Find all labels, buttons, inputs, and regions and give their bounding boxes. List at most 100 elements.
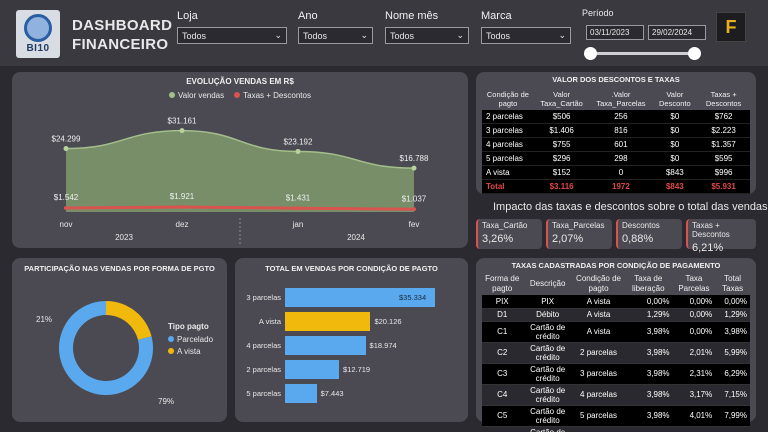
column-header[interactable]: Descrição [529,279,566,288]
table-row[interactable]: C3 Cartão de crédito 3 parcelas 3,98% 2,31% 6… [482,363,750,385]
pie-legend-title: Tipo pagto [168,322,209,331]
year-label: 2023 [115,233,133,242]
bar-value-label: $12.719 [342,365,371,374]
bar[interactable] [285,288,435,307]
bar-row[interactable]: A vista $20.126 [239,312,449,331]
slider-end-handle[interactable] [688,47,701,60]
table-cell: $0 [652,110,698,124]
bar-row[interactable]: 5 parcelas $7.443 [239,384,449,403]
column-header[interactable]: Condição de pagto [486,90,529,108]
period-end-value: 29/02/2024 [652,28,693,37]
column-header[interactable]: Forma de pagto [485,274,520,293]
sales-data-label: $24.299 [52,135,81,144]
chevron-down-icon: ⌄ [274,30,282,40]
column-header[interactable]: Taxas + Descontos [705,90,742,108]
table-cell: C1 [482,321,523,343]
bar[interactable] [285,312,371,331]
table-cell: 4 parcelas [482,137,534,152]
table-cell: 8,79% [715,426,750,432]
bar-value-label: $20.126 [374,317,402,326]
kpi-taxa-cartao: Taxa_Cartão 3,26% [476,219,542,249]
table-row[interactable]: 4 parcelas $755 601 $0 $1.357 [482,137,750,152]
payment-donut-chart: 79% 21% [36,301,174,406]
table-cell: 7,15% [715,384,750,406]
filter-mes: Nome mês Todos ⌄ [385,10,469,44]
table-row[interactable]: 2 parcelas $506 256 $0 $762 [482,110,750,124]
fees-data-label: $1.542 [54,193,79,202]
legend-label-sales: Valor vendas [178,91,225,100]
bar-row[interactable]: 2 parcelas $12.719 [239,360,449,379]
brand-f-icon[interactable]: F [716,12,746,42]
column-header[interactable]: Condição de pagto [576,274,621,293]
slider-start-handle[interactable] [584,47,597,60]
kpi-label: Taxa_Parcelas [552,221,605,230]
column-header[interactable]: Taxa de liberação [632,274,665,293]
filter-ano-value: Todos [303,30,328,41]
donut-slice-parcelado [59,301,153,395]
table-row[interactable]: PIX PIX A vista 0,00% 0,00% 0,00% [482,295,750,309]
table-cell: 5 parcelas [482,151,534,166]
x-tick-label: fev [409,220,420,229]
filter-marca-select[interactable]: Todos ⌄ [481,27,571,44]
filter-marca-label: Marca [481,10,512,22]
filter-loja: Loja Todos ⌄ [177,10,287,44]
table-row[interactable]: 3 parcelas $1.406 816 $0 $2.223 [482,123,750,138]
table-row[interactable]: 5 parcelas $296 298 $0 $595 [482,151,750,166]
table-cell: C3 [482,363,523,385]
kpi-descontos: Descontos 0,88% [616,219,682,249]
column-header[interactable]: Taxa Parcelas [678,274,710,293]
filter-loja-select[interactable]: Todos ⌄ [177,27,287,44]
bar[interactable] [285,336,366,355]
table-cell: $1.357 [697,137,750,152]
sales-data-label: $16.788 [400,154,429,163]
bar[interactable] [285,384,317,403]
kpi-taxas-descontos: Taxas + Descontos 6,21% [686,219,756,254]
legend-dot-parcelado [168,336,174,342]
chevron-down-icon: ⌄ [456,30,464,40]
discounts-table-panel: VALOR DOS DESCONTOS E TAXAS Condição de … [476,72,756,194]
table-row[interactable]: A vista $152 0 $843 $996 [482,165,750,180]
bar-row[interactable]: 4 parcelas $18.974 [239,336,449,355]
table-cell: 256 [589,110,653,124]
kpi-value: 2,07% [552,233,584,245]
column-header[interactable]: Valor Desconto [658,90,691,108]
table-row[interactable]: C6Cartão de crédito6 parcelas3,98%4,81%8… [482,426,750,432]
period-end-input[interactable]: 29/02/2024 [648,25,706,40]
sales-chart-legend: Valor vendas Taxas + Descontos [12,91,468,100]
column-header[interactable]: Valor Taxa_Cartão [540,90,583,108]
legend-dot-fees [234,92,241,98]
column-header[interactable]: .Valor Taxa_Parcelas [596,90,646,108]
period-slider[interactable] [584,47,701,60]
table-row[interactable]: D1 Débito A vista 1,29% 0,00% 1,29% [482,308,750,322]
rates-table-panel: TAXAS CADASTRADAS POR CONDIÇÃO DE PAGAME… [476,258,756,432]
filter-ano-select[interactable]: Todos ⌄ [298,27,373,44]
column-header[interactable]: Total Taxas [722,274,744,293]
table-cell: 816 [589,123,653,138]
table-cell: A vista [482,165,534,180]
kpi-value: 6,21% [692,242,724,254]
chevron-down-icon: ⌄ [360,30,368,40]
table-cell: 5 parcelas [572,405,625,427]
x-tick-label: dez [176,220,189,229]
table-row[interactable]: C1 Cartão de crédito A vista 3,98% 0,00% 3,98… [482,321,750,343]
table-row[interactable]: C5 Cartão de crédito 5 parcelas 3,98% 4,01% 7… [482,405,750,427]
bar-row[interactable]: 3 parcelas $35.334 [239,288,449,307]
table-cell: $843 [652,179,698,194]
discounts-table-header: Condição de pagto Valor Taxa_Cartão .Valor… [482,88,750,110]
table-cell: A vista [572,321,625,343]
period-start-input[interactable]: 03/11/2023 [586,25,644,40]
table-row[interactable]: C4 Cartão de crédito 4 parcelas 3,98% 3,17% 7… [482,384,750,406]
table-row[interactable]: C2 Cartão de crédito 2 parcelas 3,98% 2,01% 5… [482,342,750,364]
donut-label-avista: 21% [36,315,52,324]
table-cell: 601 [589,137,653,152]
bar-category-label: 4 parcelas [246,341,281,350]
filter-mes-select[interactable]: Todos ⌄ [385,27,469,44]
fees-data-label: $1.037 [402,194,427,203]
kpi-value: 0,88% [622,233,654,245]
sales-bar-chart: 3 parcelas $35.334 A vista $20.126 4 parcela… [239,288,464,408]
header-bar: BI10 DASHBOARD FINANCEIRO Loja Todos ⌄ A… [0,0,768,66]
table-cell: 3,98% [624,363,673,385]
sales-evolution-panel: EVOLUÇÃO VENDAS EM R$ Valor vendas Taxas… [12,72,468,248]
bar[interactable] [285,360,339,379]
fees-data-label: $1.921 [170,192,195,201]
